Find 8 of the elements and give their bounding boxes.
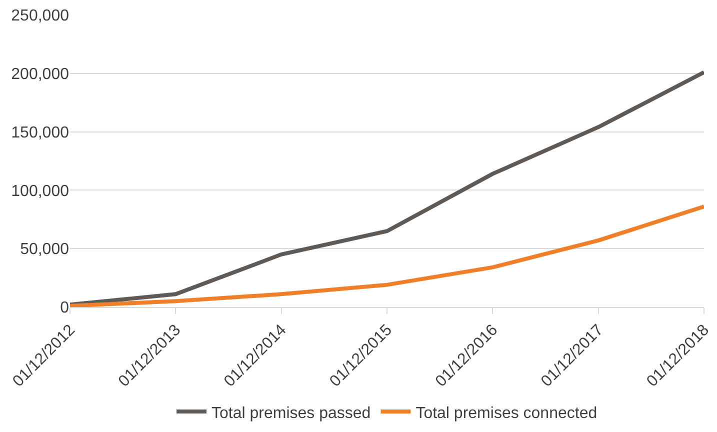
y-tick-label: 150,000 xyxy=(11,124,70,142)
y-tick-label: 0 xyxy=(60,300,70,317)
y-tick-label: 100,000 xyxy=(11,182,70,200)
legend-label: Total premises passed xyxy=(212,404,371,422)
legend-label: Total premises connected xyxy=(416,404,598,422)
y-tick-label: 250,000 xyxy=(11,8,70,25)
y-tick-label: 200,000 xyxy=(11,66,70,83)
y-tick-label: 50,000 xyxy=(20,241,70,258)
